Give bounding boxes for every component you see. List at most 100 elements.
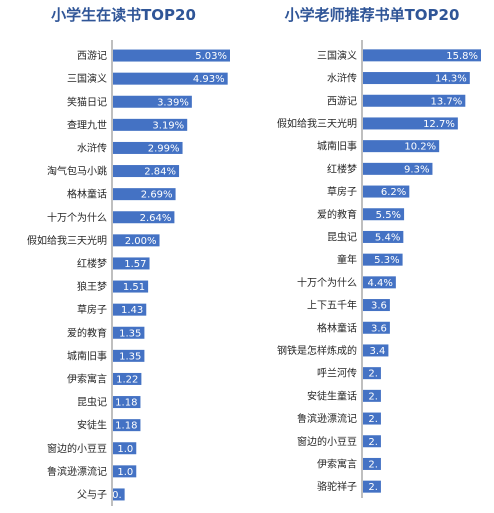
data-label: 4.4% — [367, 278, 392, 289]
data-label: 1.0 — [117, 444, 133, 455]
category-label: 爱的教育 — [67, 326, 107, 339]
category-label: 格林童话 — [317, 321, 357, 334]
bar — [363, 276, 396, 289]
bar — [113, 280, 149, 293]
category-label: 狼王梦 — [77, 280, 107, 293]
data-label: 1.35 — [119, 351, 141, 362]
chart-title: 小学老师推荐书单TOP20 — [284, 6, 460, 24]
bar — [113, 488, 125, 501]
category-label: 三国演义 — [67, 72, 107, 85]
bar — [113, 303, 147, 316]
category-label: 水浒传 — [327, 72, 357, 85]
bar — [113, 165, 180, 178]
data-label: 2.64% — [140, 213, 172, 224]
data-label: 15.8% — [446, 51, 478, 62]
bar — [363, 480, 381, 493]
category-label: 昆虫记 — [327, 231, 357, 243]
category-label: 格林童话 — [67, 188, 107, 201]
data-label: 1.18 — [115, 421, 137, 432]
bar — [113, 188, 176, 201]
bar — [363, 208, 405, 221]
data-label: 1.35 — [119, 328, 141, 339]
data-label: 3.19% — [152, 120, 184, 131]
bar — [113, 465, 137, 478]
data-label: 2.84% — [144, 167, 176, 178]
bar — [363, 389, 381, 402]
data-label: 1.51 — [123, 282, 145, 293]
category-label: 红楼梦 — [77, 257, 107, 270]
data-label: 2. — [368, 391, 378, 402]
category-label: 呼兰河传 — [317, 367, 357, 380]
bar — [113, 372, 142, 385]
data-label: 2. — [368, 459, 378, 470]
category-label: 昆虫记 — [77, 397, 107, 409]
bar-chart-teacher-recommend: 三国演义 15.8% 水浒传 14.3% 西游记 13.7% 假如给我三天光明 12.7% 城南… — [277, 40, 481, 498]
bar — [363, 49, 481, 62]
chart-student-reading: 小学生在读书TOP20 西游记 5.03% 三国演义 4.93% 笑猫日记 3.39% 查理… — [27, 6, 230, 506]
data-label: 2. — [368, 482, 378, 493]
bar — [113, 95, 192, 108]
data-label: 12.7% — [423, 119, 455, 130]
bar — [363, 412, 381, 425]
category-label: 钢铁是怎样炼成的 — [277, 344, 357, 357]
category-label: 假如给我三天光明 — [277, 117, 357, 130]
chart-teacher-recommend: 小学老师推荐书单TOP20 三国演义 15.8% 水浒传 14.3% 西游记 13.7% 假… — [250, 0, 494, 513]
data-label: 1.57 — [124, 259, 146, 270]
data-label: 1.18 — [115, 398, 137, 409]
bar — [113, 211, 175, 224]
category-label: 三国演义 — [317, 49, 357, 62]
bar — [363, 253, 403, 266]
bar — [363, 94, 466, 107]
bar-chart-student-reading: 西游记 5.03% 三国演义 4.93% 笑猫日记 3.39% 查理九世 3.19% 水浒传 2.… — [27, 40, 230, 506]
data-label: 3.39% — [157, 97, 189, 108]
category-label: 窗边的小豆豆 — [47, 442, 107, 455]
bar — [363, 457, 381, 470]
bar — [363, 72, 470, 85]
bar — [113, 141, 183, 154]
bar — [113, 396, 141, 409]
data-label: 0. — [112, 490, 122, 501]
category-label: 安徒生 — [77, 419, 107, 432]
category-label: 红楼梦 — [327, 162, 357, 175]
bar — [363, 117, 458, 130]
category-label: 西游记 — [77, 49, 107, 62]
data-label: 14.3% — [435, 74, 467, 85]
data-label: 2.00% — [125, 236, 157, 247]
bar — [113, 72, 228, 85]
bar — [113, 234, 160, 247]
data-label: 3.6 — [371, 323, 387, 334]
data-label: 5.3% — [374, 255, 399, 266]
data-label: 6.2% — [381, 187, 406, 198]
data-label: 5.03% — [195, 51, 227, 62]
bar — [363, 230, 404, 243]
bar — [363, 435, 381, 448]
bar — [113, 118, 188, 131]
data-label: 1.43 — [121, 305, 143, 316]
bar — [363, 299, 390, 312]
category-label: 骆驼祥子 — [317, 480, 357, 493]
category-label: 伊索寓言 — [67, 372, 107, 385]
category-label: 假如给我三天光明 — [27, 234, 107, 247]
bar — [363, 321, 390, 334]
data-label: 2. — [368, 414, 378, 425]
data-label: 3.6 — [371, 301, 387, 312]
category-label: 十万个为什么 — [297, 276, 357, 289]
category-label: 十万个为什么 — [47, 211, 107, 224]
category-label: 草房子 — [77, 303, 107, 316]
bar — [113, 49, 230, 62]
data-label: 2. — [368, 437, 378, 448]
category-label: 安徒生童话 — [307, 389, 357, 402]
data-label: 2.99% — [148, 143, 180, 154]
bar — [113, 257, 150, 270]
bar — [363, 367, 381, 380]
category-label: 鲁滨逊漂流记 — [297, 412, 357, 425]
data-label: 1.22 — [116, 374, 138, 385]
chart-title: 小学生在读书TOP20 — [51, 6, 196, 24]
category-label: 城南旧事 — [67, 349, 107, 362]
data-label: 10.2% — [404, 142, 436, 153]
bar — [113, 442, 137, 455]
data-label: 5.4% — [375, 232, 400, 243]
category-label: 父与子 — [77, 489, 107, 501]
category-label: 查理九世 — [67, 118, 107, 131]
data-label: 9.3% — [404, 164, 429, 175]
